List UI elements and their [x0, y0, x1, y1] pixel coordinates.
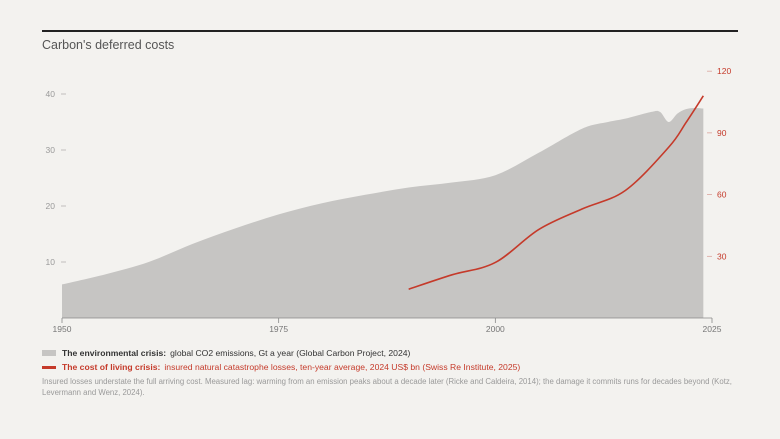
y-left-tick-label: 20 [46, 201, 56, 211]
legend-losses-title: The cost of living crisis: [62, 362, 161, 372]
top-rule [42, 30, 738, 32]
series-area-emissions [62, 107, 704, 318]
legend-emissions-text: global CO2 emissions, Gt a year (Global … [170, 348, 411, 358]
footnote: Insured losses understate the full arriv… [42, 377, 732, 397]
y-right-tick-label: 30 [717, 251, 727, 261]
legend: The environmental crisis: global CO2 emi… [42, 346, 742, 374]
chart: 1950 1975 2000 2025 10 20 30 40 30 60 90 120 [46, 66, 732, 334]
series-line-losses [408, 95, 705, 290]
legend-losses-text: insured natural catastrophe losses, ten-… [164, 362, 521, 372]
y-right-tick-label: 90 [717, 128, 727, 138]
y-left-tick-label: 30 [46, 145, 56, 155]
x-tick-label: 2000 [486, 324, 505, 334]
legend-item-emissions: The environmental crisis: global CO2 emi… [42, 346, 742, 360]
x-tick-label: 1950 [53, 324, 72, 334]
y-right-tick-label: 120 [717, 66, 731, 76]
y-left-tick-label: 40 [46, 89, 56, 99]
x-tick-label: 1975 [269, 324, 288, 334]
legend-swatch-line [42, 365, 56, 369]
legend-emissions-title: The environmental crisis: [62, 348, 167, 358]
y-right-tick-label: 60 [717, 190, 727, 200]
legend-swatch-area [42, 350, 56, 356]
legend-item-losses: The cost of living crisis: insured natur… [42, 360, 742, 374]
y-left-tick-label: 10 [46, 257, 56, 267]
x-tick-label: 2025 [703, 324, 722, 334]
chart-title: Carbon's deferred costs [42, 38, 175, 52]
